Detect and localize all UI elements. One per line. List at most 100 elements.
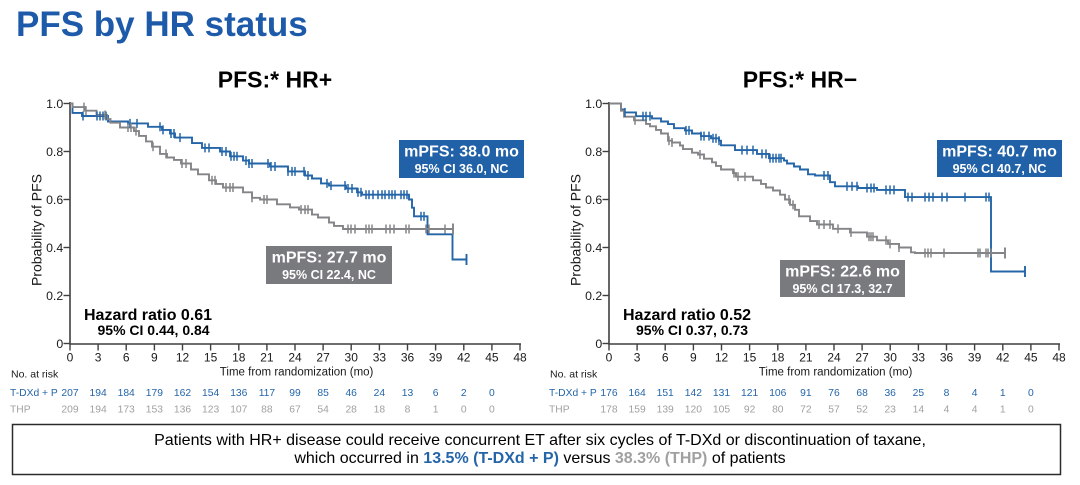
svg-text:0.8: 0.8 bbox=[46, 145, 63, 159]
svg-text:139: 139 bbox=[657, 405, 674, 416]
svg-text:136: 136 bbox=[230, 388, 247, 399]
svg-text:15: 15 bbox=[743, 351, 757, 365]
svg-text:91: 91 bbox=[800, 388, 812, 399]
svg-text:mPFS: 22.6 mo: mPFS: 22.6 mo bbox=[785, 264, 900, 281]
svg-text:42: 42 bbox=[996, 351, 1010, 365]
svg-text:184: 184 bbox=[118, 388, 135, 399]
svg-text:Probability of PFS: Probability of PFS bbox=[29, 174, 45, 286]
svg-text:95% CI 0.44, 0.84: 95% CI 0.44, 0.84 bbox=[98, 322, 210, 338]
svg-text:120: 120 bbox=[685, 405, 702, 416]
svg-text:4: 4 bbox=[972, 388, 978, 399]
svg-text:6: 6 bbox=[662, 351, 669, 365]
svg-text:68: 68 bbox=[856, 388, 868, 399]
svg-text:121: 121 bbox=[741, 388, 758, 399]
svg-text:95% CI 36.0, NC: 95% CI 36.0, NC bbox=[415, 162, 509, 176]
svg-text:Hazard ratio 0.61: Hazard ratio 0.61 bbox=[84, 307, 212, 324]
svg-text:Time from randomization (mo): Time from randomization (mo) bbox=[220, 367, 374, 379]
svg-text:PFS:* HR−: PFS:* HR− bbox=[743, 67, 857, 93]
svg-text:0: 0 bbox=[595, 337, 602, 351]
svg-text:207: 207 bbox=[61, 388, 78, 399]
svg-text:12: 12 bbox=[176, 351, 190, 365]
svg-text:95% CI 22.4, NC: 95% CI 22.4, NC bbox=[282, 268, 376, 282]
svg-text:159: 159 bbox=[629, 405, 646, 416]
svg-text:178: 178 bbox=[600, 405, 617, 416]
svg-text:46: 46 bbox=[345, 388, 357, 399]
svg-text:36: 36 bbox=[884, 388, 896, 399]
svg-text:0: 0 bbox=[56, 337, 63, 351]
svg-text:6: 6 bbox=[123, 351, 130, 365]
svg-text:1.0: 1.0 bbox=[585, 97, 602, 111]
svg-text:123: 123 bbox=[202, 405, 219, 416]
svg-text:12: 12 bbox=[715, 351, 729, 365]
svg-text:48: 48 bbox=[513, 351, 527, 365]
svg-text:45: 45 bbox=[485, 351, 499, 365]
svg-text:PFS by HR status: PFS by HR status bbox=[16, 5, 308, 44]
svg-text:164: 164 bbox=[629, 388, 646, 399]
svg-text:27: 27 bbox=[316, 351, 330, 365]
svg-text:0: 0 bbox=[489, 405, 495, 416]
svg-text:0.8: 0.8 bbox=[585, 145, 602, 159]
svg-text:0.4: 0.4 bbox=[46, 241, 63, 255]
svg-text:8: 8 bbox=[405, 405, 411, 416]
svg-text:153: 153 bbox=[146, 405, 163, 416]
svg-text:45: 45 bbox=[1024, 351, 1038, 365]
svg-text:4: 4 bbox=[944, 405, 950, 416]
svg-text:95% CI 17.3, 32.7: 95% CI 17.3, 32.7 bbox=[792, 282, 892, 296]
svg-text:28: 28 bbox=[345, 405, 357, 416]
svg-text:THP: THP bbox=[549, 405, 570, 416]
svg-text:18: 18 bbox=[771, 351, 785, 365]
svg-text:36: 36 bbox=[401, 351, 415, 365]
svg-text:1.0: 1.0 bbox=[46, 97, 63, 111]
svg-text:1: 1 bbox=[1000, 405, 1006, 416]
svg-text:92: 92 bbox=[744, 405, 756, 416]
svg-text:194: 194 bbox=[90, 388, 107, 399]
svg-text:Time from randomization (mo): Time from randomization (mo) bbox=[759, 367, 913, 379]
svg-text:30: 30 bbox=[884, 351, 898, 365]
svg-text:8: 8 bbox=[944, 388, 950, 399]
svg-text:105: 105 bbox=[713, 405, 730, 416]
svg-text:27: 27 bbox=[855, 351, 869, 365]
svg-text:0.6: 0.6 bbox=[585, 193, 602, 207]
svg-text:95% CI 0.37, 0.73: 95% CI 0.37, 0.73 bbox=[636, 322, 748, 338]
svg-text:mPFS: 40.7 mo: mPFS: 40.7 mo bbox=[942, 144, 1057, 161]
svg-text:0: 0 bbox=[489, 388, 495, 399]
svg-text:33: 33 bbox=[373, 351, 387, 365]
svg-text:54: 54 bbox=[317, 405, 329, 416]
svg-text:23: 23 bbox=[884, 405, 896, 416]
svg-text:2: 2 bbox=[461, 388, 467, 399]
svg-text:80: 80 bbox=[772, 405, 784, 416]
svg-text:0: 0 bbox=[461, 405, 467, 416]
svg-text:4: 4 bbox=[972, 405, 978, 416]
svg-text:9: 9 bbox=[690, 351, 697, 365]
svg-text:T-DXd + P: T-DXd + P bbox=[549, 388, 597, 399]
svg-text:1: 1 bbox=[433, 405, 439, 416]
svg-text:67: 67 bbox=[289, 405, 301, 416]
svg-text:88: 88 bbox=[261, 405, 273, 416]
svg-text:Probability of PFS: Probability of PFS bbox=[568, 174, 584, 286]
svg-text:0.6: 0.6 bbox=[46, 193, 63, 207]
svg-text:209: 209 bbox=[61, 405, 78, 416]
svg-text:1: 1 bbox=[1000, 388, 1006, 399]
svg-text:0: 0 bbox=[1028, 405, 1034, 416]
svg-text:9: 9 bbox=[151, 351, 158, 365]
svg-text:Patients with HR+ disease coul: Patients with HR+ disease could receive … bbox=[154, 432, 926, 449]
svg-text:mPFS: 38.0 mo: mPFS: 38.0 mo bbox=[404, 144, 519, 161]
svg-text:25: 25 bbox=[913, 388, 925, 399]
svg-text:106: 106 bbox=[769, 388, 786, 399]
svg-text:39: 39 bbox=[429, 351, 443, 365]
svg-text:which occurred in 13.5% (T-DXd: which occurred in 13.5% (T-DXd + P) vers… bbox=[293, 450, 785, 467]
svg-text:6: 6 bbox=[433, 388, 439, 399]
svg-text:THP: THP bbox=[10, 405, 31, 416]
svg-text:57: 57 bbox=[828, 405, 840, 416]
svg-text:30: 30 bbox=[345, 351, 359, 365]
svg-text:15: 15 bbox=[204, 351, 218, 365]
svg-text:107: 107 bbox=[230, 405, 247, 416]
svg-text:No. at risk: No. at risk bbox=[11, 369, 59, 381]
svg-text:194: 194 bbox=[90, 405, 107, 416]
svg-text:48: 48 bbox=[1052, 351, 1066, 365]
svg-text:154: 154 bbox=[202, 388, 219, 399]
svg-text:72: 72 bbox=[800, 405, 812, 416]
svg-text:21: 21 bbox=[260, 351, 274, 365]
svg-text:0.2: 0.2 bbox=[585, 289, 602, 303]
svg-text:142: 142 bbox=[685, 388, 702, 399]
